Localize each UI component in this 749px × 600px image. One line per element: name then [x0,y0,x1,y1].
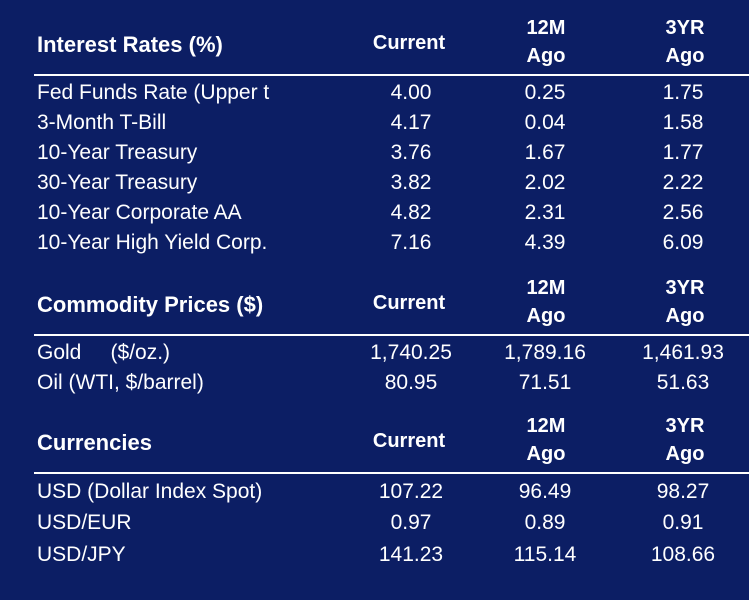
value-current: 4.00 [390,81,432,104]
value-12m-ago: 0.04 [524,111,566,134]
row-label: 10-Year High Yield Corp. [37,231,268,254]
column-header-12m-ago: 12M Ago [526,415,566,465]
value-3yr-ago: 1.58 [662,111,704,134]
value-3yr-ago: 1.77 [662,141,704,164]
table-row: 10-Year Treasury 3.76 1.67 1.77 [0,138,749,168]
section-title-currencies: Currencies [37,430,152,455]
value-12m-ago: 71.51 [518,371,572,394]
table-row: Gold ($/oz.) 1,740.25 1,789.16 1,461.93 [0,338,749,368]
table-row: 10-Year High Yield Corp. 7.16 4.39 6.09 [0,228,749,258]
value-current: 0.97 [390,511,432,534]
value-12m-ago: 115.14 [513,543,577,566]
value-current: 4.17 [390,111,432,134]
value-current: 107.22 [378,480,444,503]
row-label: Fed Funds Rate (Upper t [37,81,270,104]
value-12m-ago: 2.02 [524,171,566,194]
row-label: 10-Year Treasury [37,141,198,164]
table-row: 30-Year Treasury 3.82 2.02 2.22 [0,168,749,198]
table-row: Oil (WTI, $/barrel) 80.95 71.51 51.63 [0,368,749,398]
row-label: USD/JPY [37,543,126,566]
value-current: 7.16 [390,231,432,254]
section-title-commodity-prices: Commodity Prices ($) [37,292,264,317]
section-title-interest-rates: Interest Rates (%) [37,32,223,57]
header-divider [34,334,749,336]
value-12m-ago: 1,789.16 [504,341,586,364]
currencies-header: Currencies Current 12M Ago 3YR Ago [0,410,749,472]
table-row: USD (Dollar Index Spot) 107.22 96.49 98.… [0,477,749,507]
header-divider [34,74,749,76]
value-current: 3.76 [390,141,432,164]
column-header-3yr-ago: 3YR Ago [665,277,705,327]
value-3yr-ago: 1.75 [662,81,704,104]
value-3yr-ago: 51.63 [656,371,710,394]
value-3yr-ago: 6.09 [662,231,704,254]
table-row: Fed Funds Rate (Upper t 4.00 0.25 1.75 [0,78,749,108]
table-row: 3-Month T-Bill 4.17 0.04 1.58 [0,108,749,138]
row-label: 30-Year Treasury [37,171,198,194]
commodity-prices-header: Commodity Prices ($) Current 12M Ago 3YR… [0,272,749,334]
column-header-current: Current [372,32,446,54]
value-current: 1,740.25 [370,341,452,364]
value-3yr-ago: 98.27 [656,480,710,503]
header-divider [34,472,749,474]
value-3yr-ago: 0.91 [662,511,704,534]
value-current: 141.23 [378,543,444,566]
value-12m-ago: 1.67 [524,141,566,164]
table-row: USD/EUR 0.97 0.89 0.91 [0,508,749,538]
column-header-3yr-ago: 3YR Ago [665,415,705,465]
row-label: 10-Year Corporate AA [37,201,242,224]
column-header-12m-ago: 12M Ago [526,17,566,67]
table-row: USD/JPY 141.23 115.14 108.66 [0,540,749,570]
value-current: 3.82 [390,171,432,194]
column-header-12m-ago: 12M Ago [526,277,566,327]
row-label: 3-Month T-Bill [37,111,167,134]
value-3yr-ago: 2.22 [662,171,704,194]
table-row: 10-Year Corporate AA 4.82 2.31 2.56 [0,198,749,228]
row-label: USD/EUR [37,511,132,534]
column-header-3yr-ago: 3YR Ago [665,17,705,67]
row-label: Gold ($/oz.) [37,341,171,364]
value-12m-ago: 4.39 [524,231,566,254]
column-header-current: Current [372,292,446,314]
row-label: Oil (WTI, $/barrel) [37,371,204,394]
interest-rates-header: Interest Rates (%) Current 12M Ago 3YR A… [0,12,749,74]
value-3yr-ago: 1,461.93 [642,341,724,364]
column-header-current: Current [372,430,446,452]
value-12m-ago: 2.31 [524,201,566,224]
value-12m-ago: 0.89 [524,511,566,534]
value-3yr-ago: 108.66 [650,543,716,566]
row-label: USD (Dollar Index Spot) [37,480,263,503]
value-current: 80.95 [384,371,438,394]
value-12m-ago: 0.25 [524,81,566,104]
value-3yr-ago: 2.56 [662,201,704,224]
value-12m-ago: 96.49 [518,480,572,503]
value-current: 4.82 [390,201,432,224]
